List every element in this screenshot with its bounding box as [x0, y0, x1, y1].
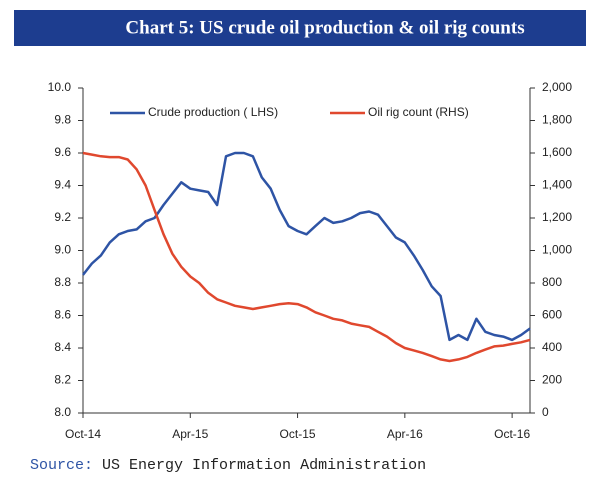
x-tick-label: Oct-15 [280, 427, 316, 441]
y2-tick-label: 0 [542, 405, 549, 419]
y2-tick-label: 1,800 [542, 113, 572, 127]
x-tick-label: Oct-14 [65, 427, 101, 441]
chart-title: Chart 5: US crude oil production & oil r… [125, 17, 524, 38]
y-tick-label: 9.0 [54, 243, 71, 257]
y-tick-label: 8.4 [54, 340, 71, 354]
y2-tick-label: 1,400 [542, 178, 572, 192]
y2-tick-label: 200 [542, 373, 562, 387]
y2-tick-label: 1,000 [542, 243, 572, 257]
y-tick-label: 8.8 [54, 275, 71, 289]
series-line [82, 151, 531, 342]
y-tick-label: 8.0 [54, 405, 71, 419]
y-tick-label: 9.6 [54, 145, 71, 159]
x-tick-label: Apr-16 [387, 427, 423, 441]
y2-tick-label: 1,600 [542, 145, 572, 159]
y-tick-label: 10.0 [48, 80, 72, 94]
y2-tick-label: 800 [542, 275, 562, 289]
y-tick-label: 8.2 [54, 373, 71, 387]
y-tick-label: 8.6 [54, 308, 71, 322]
y-tick-label: 9.8 [54, 113, 71, 127]
legend-label: Oil rig count (RHS) [368, 105, 469, 119]
y2-tick-label: 2,000 [542, 80, 572, 94]
source-label: Source: [30, 457, 93, 474]
x-tick-label: Oct-16 [494, 427, 530, 441]
legend-label: Crude production ( LHS) [148, 105, 278, 119]
y2-tick-label: 1,200 [542, 210, 572, 224]
x-tick-label: Apr-15 [172, 427, 208, 441]
series-line [82, 151, 531, 363]
y-tick-label: 9.4 [54, 178, 71, 192]
source: Source: US Energy Information Administra… [30, 457, 426, 474]
y-tick-label: 9.2 [54, 210, 71, 224]
title-banner [14, 10, 586, 46]
y2-tick-label: 600 [542, 308, 562, 322]
y2-tick-label: 400 [542, 340, 562, 354]
source-text: US Energy Information Administration [102, 457, 426, 474]
